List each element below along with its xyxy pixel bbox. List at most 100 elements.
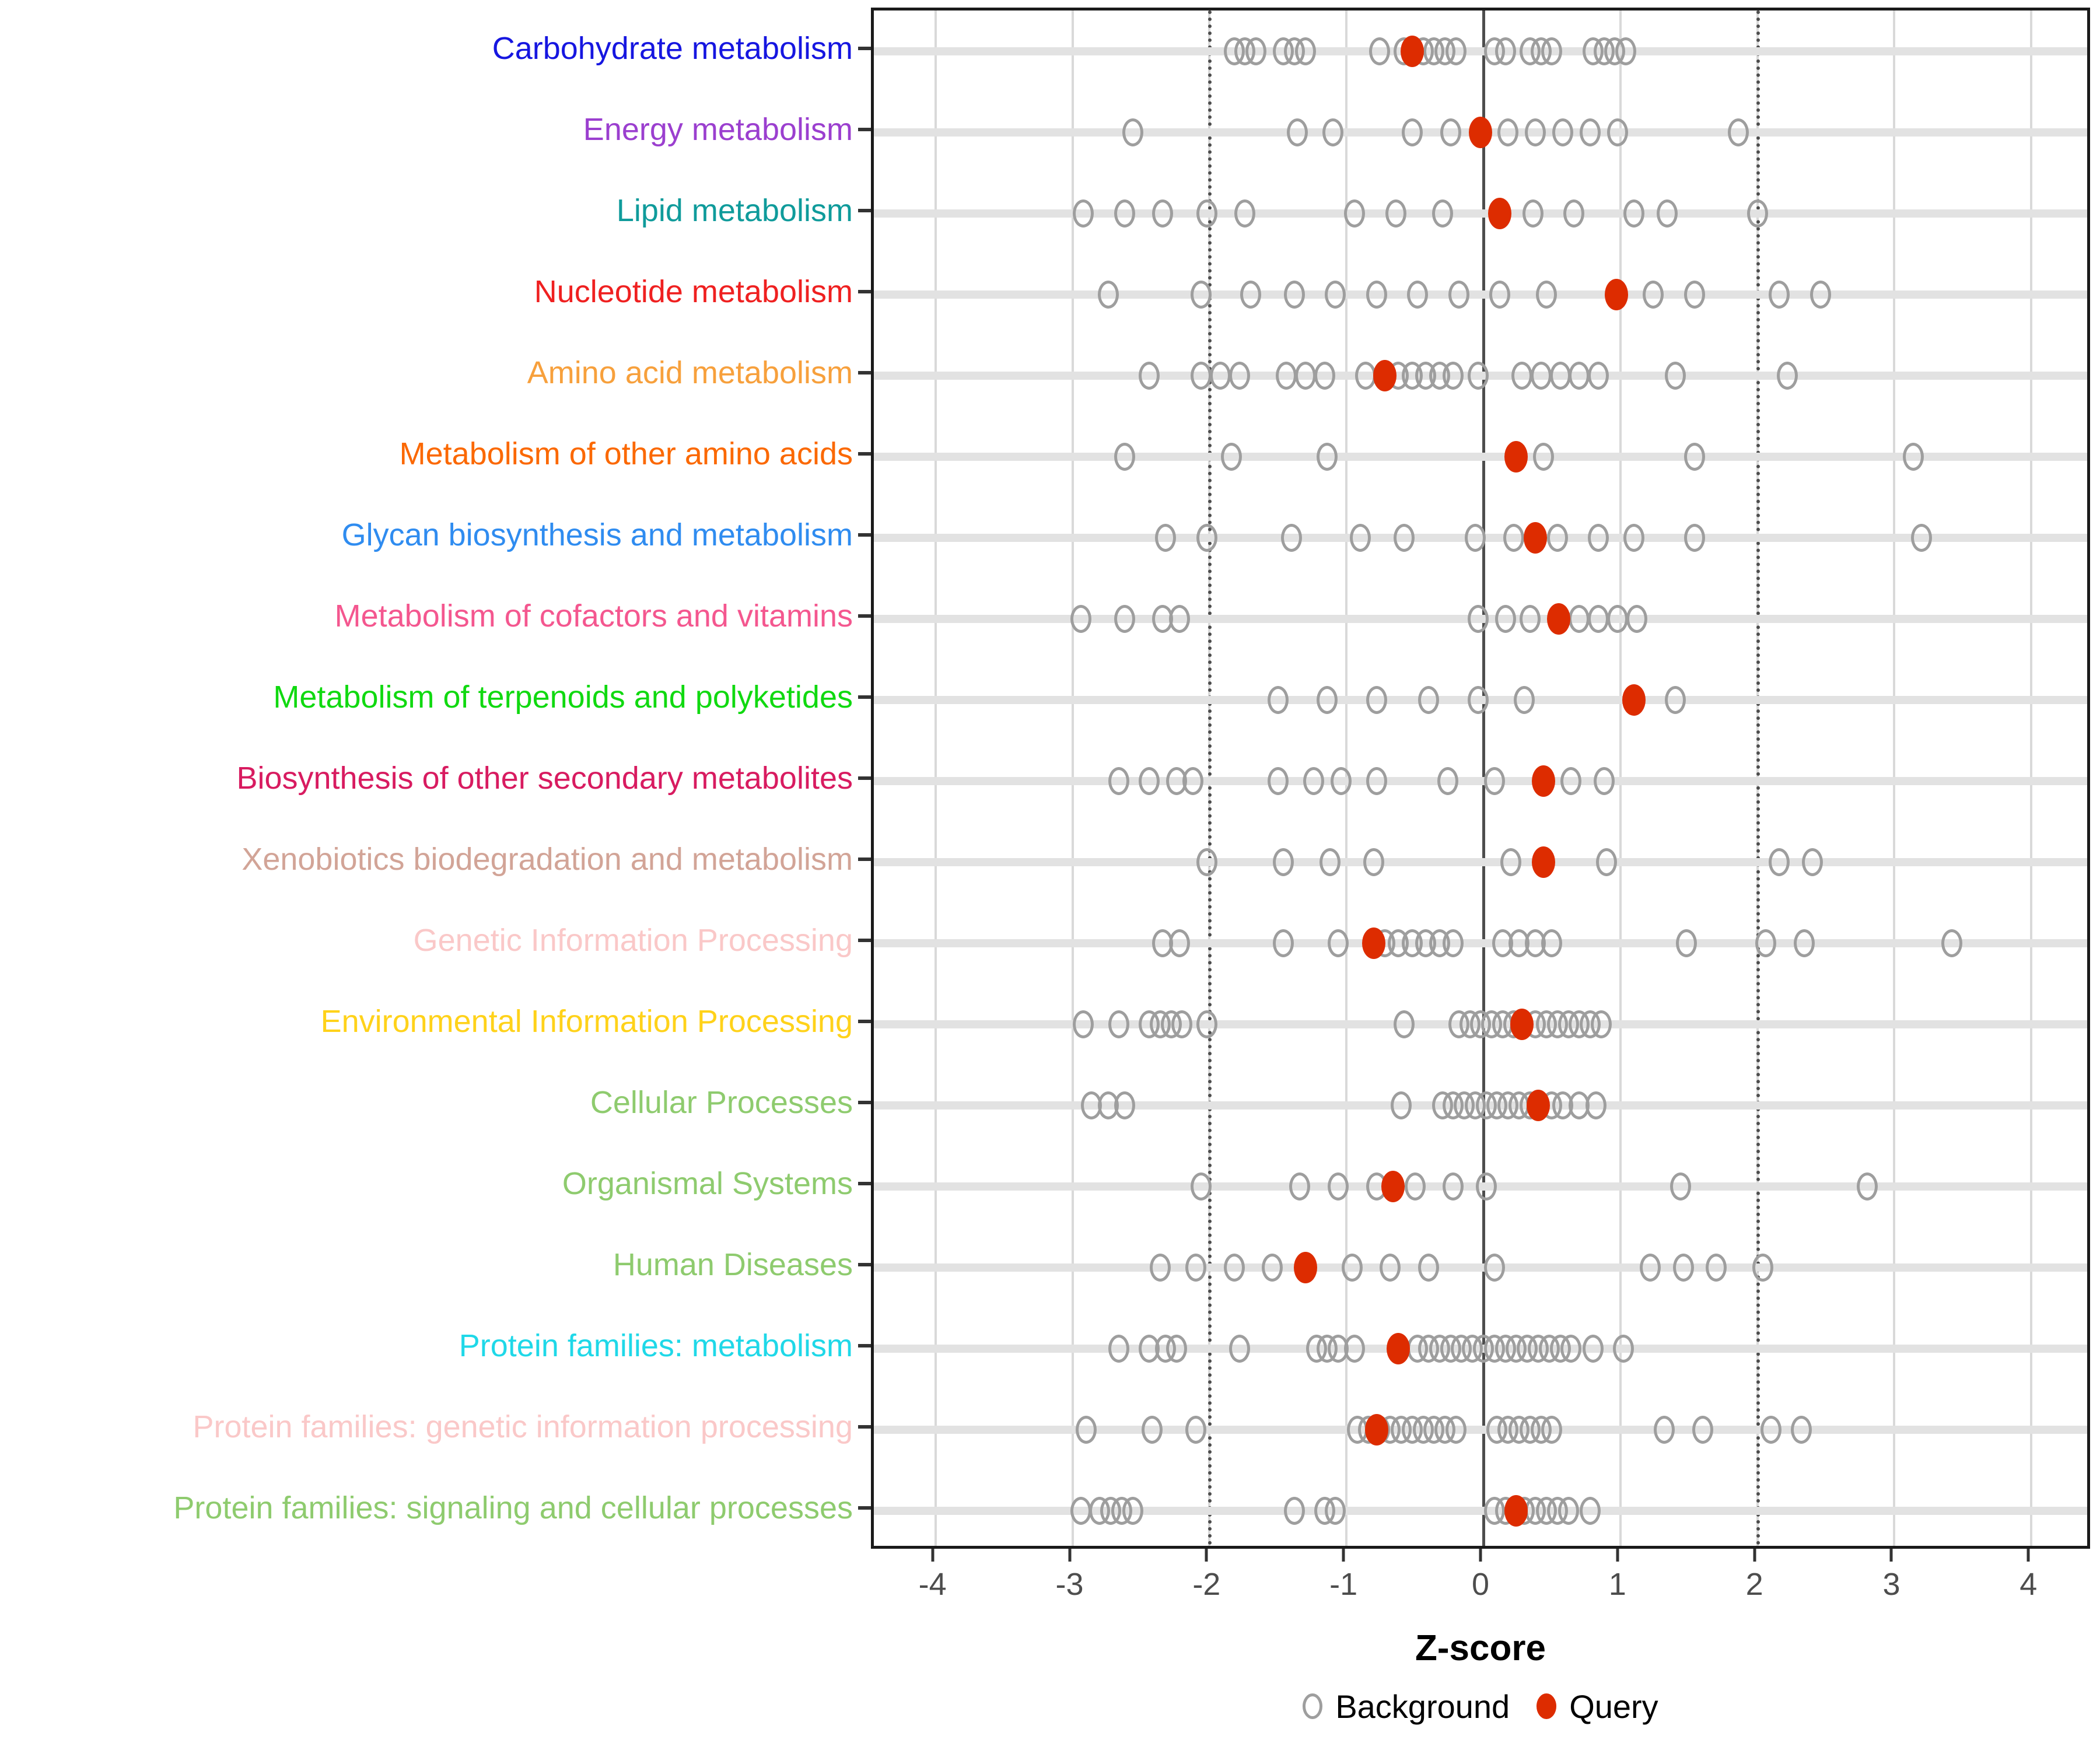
background-point (1541, 1416, 1563, 1444)
background-point (1752, 1254, 1774, 1282)
y-axis-tick (858, 1344, 871, 1348)
background-point (1097, 280, 1119, 309)
query-point (1387, 1333, 1410, 1365)
x-axis-tick (1753, 1549, 1756, 1562)
background-point (1240, 280, 1261, 309)
background-point (1640, 1254, 1661, 1282)
background-point (1114, 604, 1135, 633)
filled-circle-icon (1536, 1693, 1557, 1719)
background-point (1514, 685, 1535, 714)
background-point (1440, 118, 1461, 146)
background-point (1196, 523, 1217, 552)
background-point (1283, 280, 1305, 309)
y-axis-label: Metabolism of cofactors and vitamins (334, 598, 853, 634)
background-point (1344, 199, 1366, 228)
background-point (1366, 685, 1387, 714)
background-point (1196, 1010, 1217, 1039)
x-axis-tick (1889, 1549, 1893, 1562)
background-point (1801, 848, 1823, 877)
y-axis-tick (858, 776, 871, 780)
background-point (1489, 280, 1511, 309)
y-axis-label: Cellular Processes (590, 1085, 853, 1121)
x-axis-tick-label: 0 (1471, 1567, 1490, 1602)
background-point (1585, 1091, 1606, 1120)
background-point (1363, 848, 1385, 877)
query-point (1364, 1414, 1388, 1446)
background-point (1903, 442, 1924, 471)
background-point (1391, 1091, 1412, 1120)
y-axis-label: Human Diseases (612, 1247, 853, 1283)
background-point (1569, 604, 1590, 633)
query-point (1526, 1090, 1550, 1122)
query-point (1373, 359, 1396, 391)
background-point (1467, 604, 1489, 633)
background-point (1588, 604, 1609, 633)
background-point (1262, 1254, 1283, 1282)
x-axis-tick (1342, 1549, 1345, 1562)
background-point (1777, 361, 1798, 390)
background-point (1593, 767, 1615, 795)
background-point (1464, 523, 1486, 552)
background-point (1664, 361, 1686, 390)
background-point (1755, 929, 1776, 958)
y-axis-label: Biosynthesis of other secondary metaboli… (236, 761, 853, 796)
background-point (1563, 199, 1584, 228)
background-point (1623, 523, 1645, 552)
background-point (1108, 767, 1130, 795)
background-point (1675, 929, 1697, 958)
background-point (1070, 604, 1091, 633)
x-axis-tick (1068, 1549, 1071, 1562)
background-point (1267, 767, 1289, 795)
background-point (1443, 929, 1464, 958)
y-axis-tick (858, 695, 871, 699)
background-point (1623, 199, 1645, 228)
background-point (1590, 1010, 1612, 1039)
background-point (1446, 37, 1467, 65)
y-axis-tick (858, 452, 871, 456)
legend-item-query: Query (1536, 1688, 1658, 1726)
background-point (1220, 442, 1242, 471)
background-point (1073, 199, 1094, 228)
background-point (1114, 442, 1135, 471)
legend-item-background: Background (1303, 1688, 1510, 1726)
background-point (1558, 1497, 1579, 1525)
background-point (1596, 848, 1618, 877)
x-axis-tick (1205, 1549, 1208, 1562)
background-point (1319, 848, 1340, 877)
plot-panel (871, 8, 2090, 1549)
background-point (1418, 685, 1440, 714)
query-point (1293, 1252, 1317, 1284)
background-point (1615, 37, 1637, 65)
x-axis-tick (931, 1549, 935, 1562)
row-band (874, 858, 2087, 867)
y-axis-label: Metabolism of other amino acids (399, 436, 853, 471)
background-point (1536, 280, 1558, 309)
background-point (1366, 767, 1387, 795)
background-point (1684, 280, 1705, 309)
row-band (874, 1426, 2087, 1434)
background-point (1344, 1335, 1366, 1363)
background-point (1294, 361, 1316, 390)
background-point (1588, 361, 1609, 390)
background-point (1229, 1335, 1250, 1363)
background-point (1139, 361, 1160, 390)
background-point (1810, 280, 1831, 309)
background-point (1448, 280, 1469, 309)
background-point (1541, 37, 1563, 65)
y-axis-label: Environmental Information Processing (320, 1004, 853, 1040)
background-point (1168, 604, 1190, 633)
background-point (1234, 199, 1256, 228)
row-band (874, 452, 2087, 461)
y-axis-tick (858, 1020, 871, 1024)
background-point (1385, 199, 1406, 228)
background-point (1196, 848, 1217, 877)
query-point (1400, 35, 1424, 67)
row-band (874, 47, 2087, 55)
background-point (1108, 1335, 1130, 1363)
y-axis-tick (858, 939, 871, 943)
background-point (1139, 767, 1160, 795)
row-band (874, 1507, 2087, 1516)
query-point (1532, 846, 1556, 878)
background-point (1522, 199, 1544, 228)
query-point (1469, 116, 1493, 148)
